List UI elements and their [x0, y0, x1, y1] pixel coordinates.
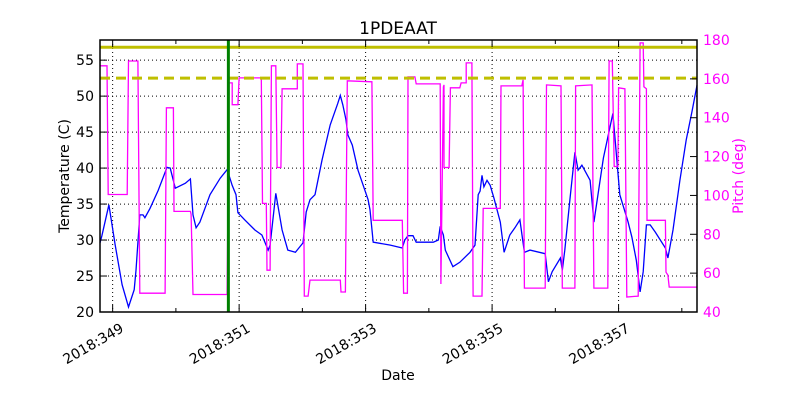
- series-layer: [99, 40, 698, 312]
- x-axis-label: Date: [381, 368, 414, 384]
- plot-frame: [99, 39, 698, 313]
- y-axis-label: Temperature (C): [57, 119, 73, 234]
- y-tick-label: 45: [76, 125, 94, 141]
- y-tick-label: 25: [76, 269, 94, 285]
- y2-tick-label: 160: [703, 72, 730, 88]
- x-tick-label: 2018:355: [440, 321, 506, 368]
- pitch-series-line: [100, 42, 697, 298]
- y2-tick-label: 180: [703, 33, 730, 49]
- y-tick-label: 30: [76, 233, 94, 249]
- y2-tick-label: 80: [703, 227, 721, 243]
- y2-tick-label: 60: [703, 266, 721, 282]
- y-tick-label: 55: [76, 53, 94, 69]
- y-tick-label: 20: [76, 305, 94, 321]
- temperature-series-line: [99, 85, 698, 310]
- x-tick-label: 2018:351: [187, 321, 253, 368]
- y-tick-label: 50: [76, 89, 94, 105]
- x-tick-label: 2018:349: [61, 321, 127, 368]
- y2-tick-label: 140: [703, 111, 730, 127]
- chart-title: 1PDEAAT: [359, 19, 437, 39]
- y-tick-label: 40: [76, 161, 94, 177]
- ticks: 2018:349 2018:351 2018:353 2018:355 2018:357…: [61, 33, 730, 368]
- y2-tick-label: 100: [703, 188, 730, 204]
- y2-tick-label: 120: [703, 150, 730, 166]
- x-tick-label: 2018:353: [314, 321, 380, 368]
- y2-axis-label: Pitch (deg): [731, 138, 747, 214]
- x-tick-label: 2018:357: [566, 321, 632, 368]
- y-tick-label: 35: [76, 197, 94, 213]
- y2-tick-label: 40: [703, 305, 721, 321]
